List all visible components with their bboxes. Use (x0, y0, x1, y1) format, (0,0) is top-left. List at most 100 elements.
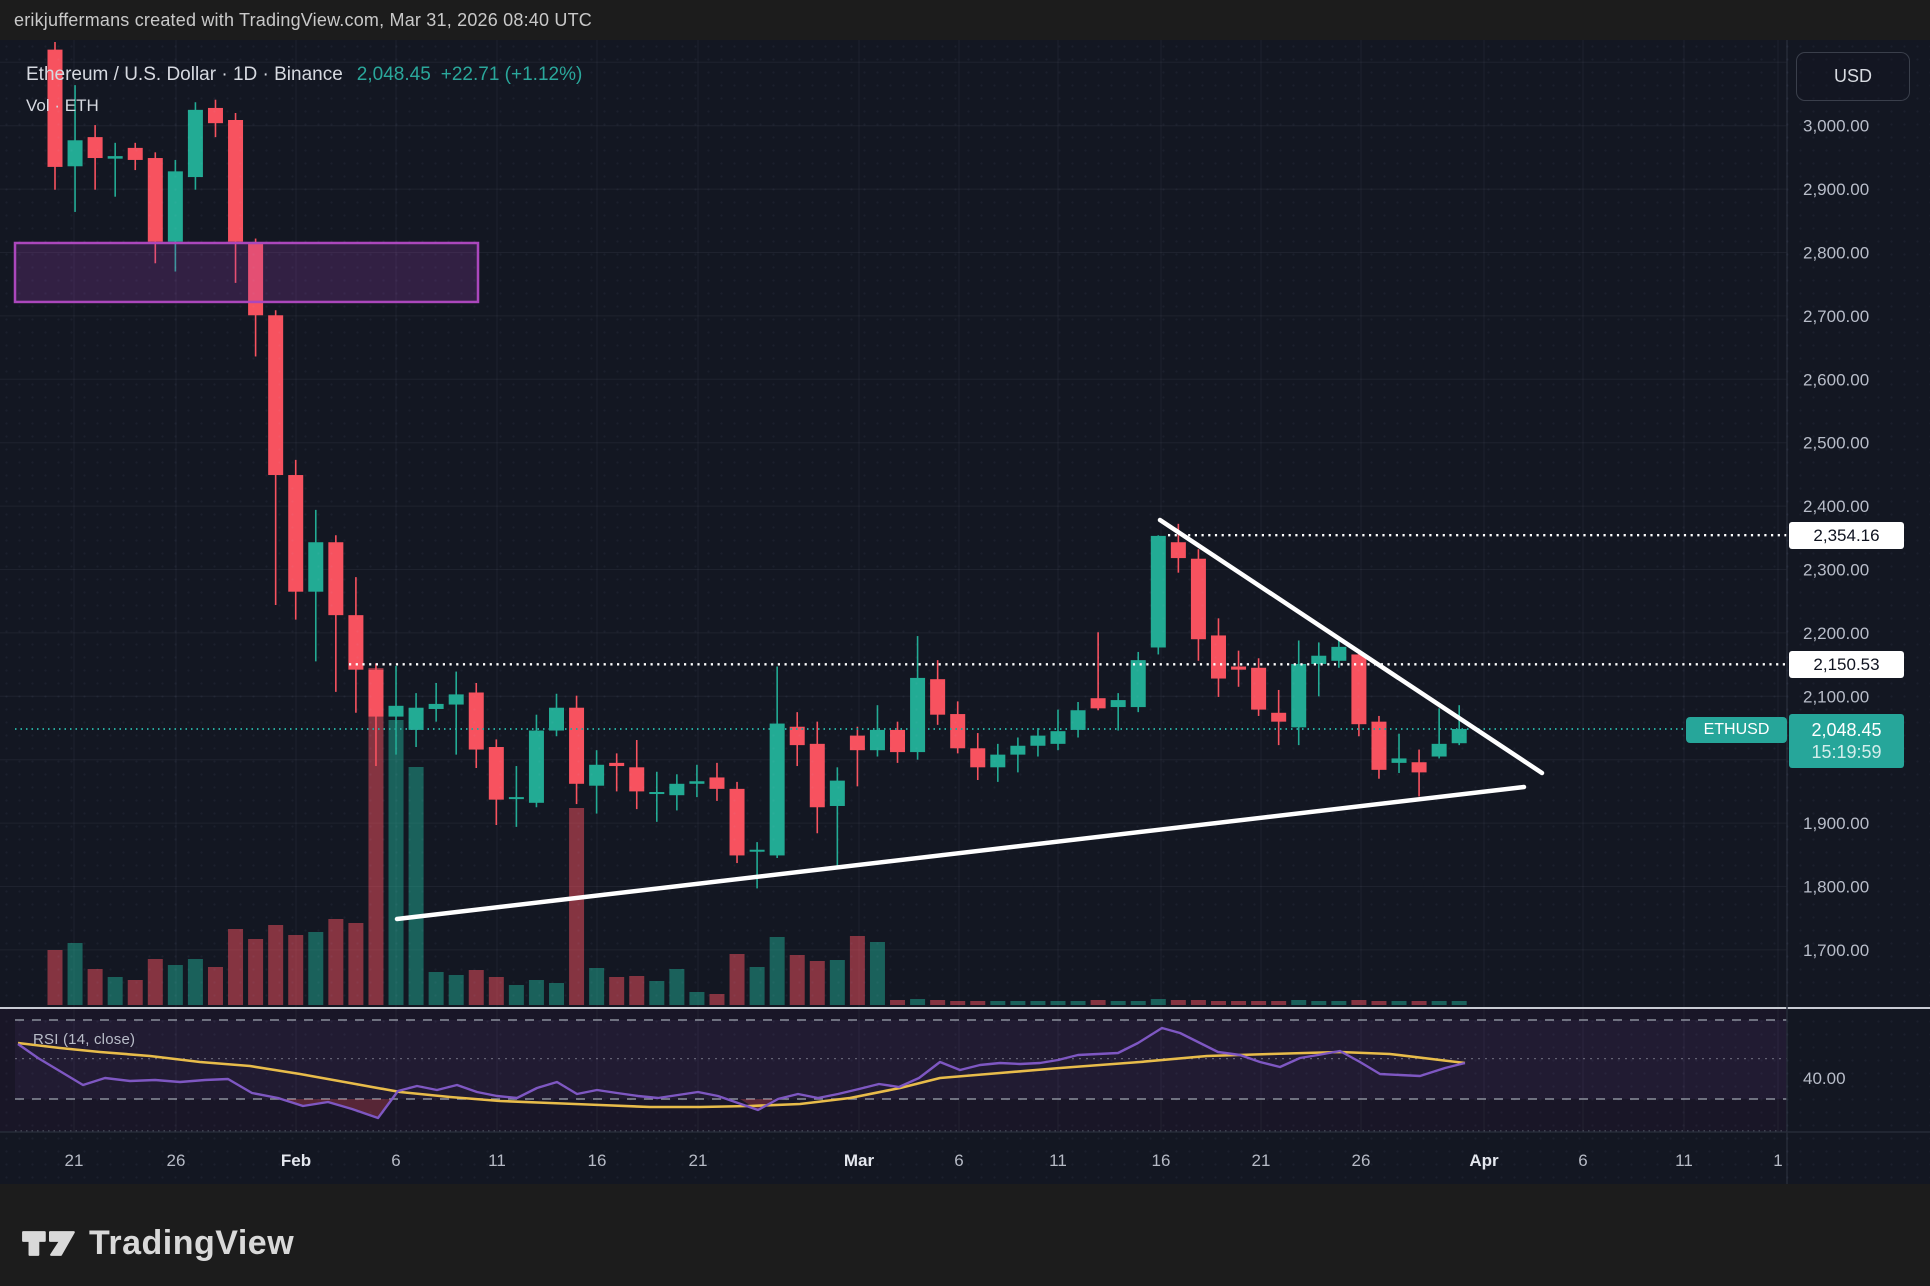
price-tick-label: 1,700.00 (1803, 941, 1869, 960)
time-axis[interactable]: 21 26 Feb 6 11 16 21 Mar 6 11 16 21 26 Apr 6 11 1 (65, 1151, 1783, 1170)
volume-bar (288, 935, 304, 1005)
time-tick-label: Apr (1469, 1151, 1499, 1170)
candle-body (228, 119, 244, 242)
time-tick-label: 6 (954, 1151, 963, 1170)
volume-bar (1010, 1001, 1026, 1005)
tradingview-logo[interactable]: TradingView (21, 1224, 294, 1263)
chart-canvas[interactable]: 21 26 Feb 6 11 16 21 Mar 6 11 16 21 26 Apr 6 11 13,000.0… (0, 40, 1930, 1184)
tradingview-logo-icon (22, 1231, 75, 1256)
volume-bar (729, 954, 745, 1005)
candle-body (609, 762, 625, 767)
footer: TradingView (0, 1184, 1930, 1286)
candle-body (1451, 728, 1467, 744)
volume-bar (569, 808, 585, 1005)
price-tick-label: 2,200.00 (1803, 624, 1869, 643)
price-tick-label: 2,600.00 (1803, 370, 1869, 389)
candle-body (268, 315, 284, 476)
candle-body (127, 147, 143, 160)
candle-body (1411, 762, 1427, 773)
candle-body (448, 694, 464, 705)
volume-bar (629, 976, 645, 1005)
last-price-value: 2,048.45 (1811, 719, 1882, 740)
candle-body (649, 792, 665, 795)
volume-bar (1130, 1001, 1146, 1005)
price-scale[interactable]: 3,000.00 2,900.00 2,800.00 2,700.00 2,600.00… (1803, 117, 1869, 1088)
candle-body (549, 707, 564, 731)
volume-bar (1291, 1000, 1307, 1005)
candle-body (328, 542, 344, 616)
candle-body (47, 49, 63, 167)
volume-bar (789, 955, 805, 1005)
volume-bar (187, 959, 203, 1005)
price-level-label-2150: 2,150.53 (1789, 651, 1904, 678)
time-tick-label: 11 (1675, 1151, 1693, 1170)
gridlines (0, 40, 1787, 1132)
price-tick-label: 2,400.00 (1803, 497, 1869, 516)
volume-bar (1431, 1001, 1447, 1005)
volume-bar (1331, 1001, 1347, 1005)
candle-body (809, 743, 825, 808)
time-tick-label: Feb (281, 1151, 311, 1170)
volume-bar (1391, 1001, 1407, 1005)
volume-bar (1070, 1001, 1086, 1005)
candle-body (930, 679, 946, 715)
volume-bar (910, 999, 926, 1005)
volume-bars (47, 668, 1467, 1005)
candle-body (1130, 660, 1146, 708)
candle-body (428, 703, 444, 709)
volume-bar (689, 992, 705, 1005)
price-tick-label: 2,300.00 (1803, 561, 1869, 580)
candle-body (910, 677, 926, 753)
volume-bar (609, 977, 625, 1005)
volume-legend[interactable]: Vol · ETH (26, 96, 99, 115)
candle-body (288, 475, 304, 592)
time-tick-label: 26 (1352, 1151, 1371, 1170)
candle-body (508, 797, 524, 800)
candle-body (107, 156, 123, 159)
candle-body (1110, 700, 1126, 708)
candle-body (1150, 535, 1166, 648)
rsi-ma-line (17, 1041, 1466, 1109)
volume-bar (1271, 1001, 1287, 1005)
volume-bar (589, 968, 605, 1005)
volume-bar (167, 965, 183, 1005)
volume-bar (328, 919, 344, 1005)
volume-bar (809, 961, 825, 1005)
volume-bar (468, 970, 484, 1005)
candle-body (368, 669, 384, 717)
candle-body (769, 723, 785, 856)
symbol-legend[interactable]: Ethereum / U.S. Dollar · 1D · Binance 2,0… (26, 64, 582, 86)
candle-body (147, 158, 163, 242)
candle-body (1210, 635, 1226, 679)
price-tick-label: 2,700.00 (1803, 307, 1869, 326)
price-tick-label: 3,000.00 (1803, 117, 1869, 136)
volume-bar (1050, 1001, 1066, 1005)
rsi-legend[interactable]: RSI (14, close) (33, 1031, 136, 1048)
time-tick-label: 21 (689, 1151, 708, 1170)
chart-area[interactable]: 21 26 Feb 6 11 16 21 Mar 6 11 16 21 26 Apr 6 11 1 3,000.0… (0, 40, 1930, 1184)
candle-body (1010, 745, 1026, 755)
time-tick-label: 16 (1152, 1151, 1171, 1170)
currency-toggle-button[interactable]: USD (1796, 52, 1910, 101)
supply-zone-rectangle[interactable] (13, 241, 480, 304)
candle-body (87, 137, 103, 159)
volume-bar (268, 925, 284, 1005)
volume-bar (1231, 1001, 1247, 1005)
volume-bar (990, 1001, 1006, 1005)
candle-body (1271, 712, 1287, 722)
candle-body (348, 615, 364, 670)
descending-trendline[interactable] (1157, 517, 1545, 776)
candle-body (1251, 667, 1267, 710)
volume-bar (849, 936, 865, 1005)
candle-body (1030, 735, 1046, 746)
candle-body (1070, 710, 1086, 730)
candle-body (67, 140, 83, 167)
candle-body (167, 171, 183, 242)
volume-bar (1090, 1000, 1106, 1005)
ascending-trendline[interactable] (394, 784, 1527, 922)
candle-body (729, 788, 745, 856)
volume-bar (1030, 1001, 1046, 1005)
time-tick-label: 16 (588, 1151, 607, 1170)
volume-bar (47, 950, 63, 1005)
candle-body (589, 764, 605, 786)
